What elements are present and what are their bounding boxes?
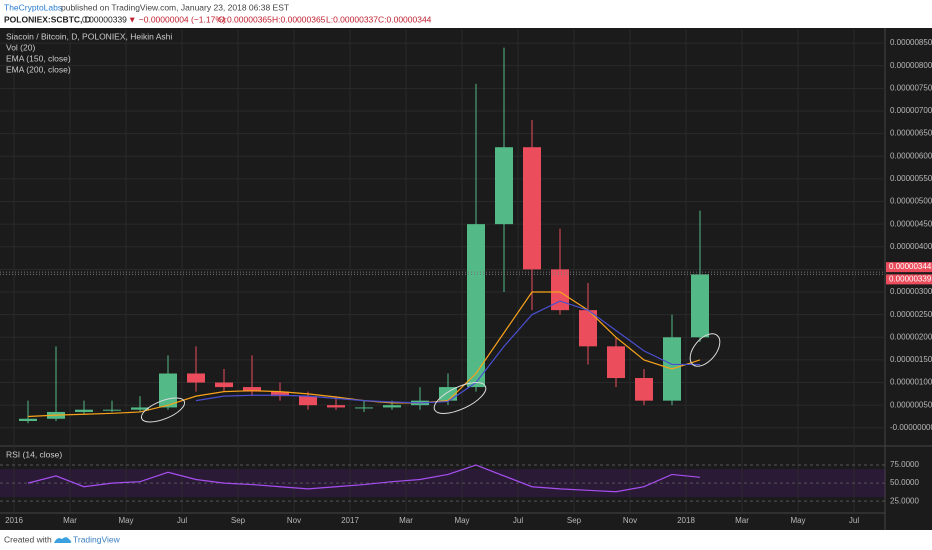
- y-tick-label: 0.00000750: [890, 83, 932, 92]
- ohlc-open: O:0.00000365: [218, 14, 272, 24]
- x-tick-label: Nov: [287, 516, 301, 525]
- x-tick-label: May: [454, 516, 469, 525]
- y-tick-label: 0.00000550: [890, 174, 932, 183]
- x-tick-label: Jul: [513, 516, 523, 525]
- x-tick-label: May: [118, 516, 133, 525]
- candle-body: [551, 269, 569, 311]
- x-tick-label: Sep: [567, 516, 582, 525]
- candle-body: [467, 224, 485, 388]
- x-tick-label: Jul: [849, 516, 859, 525]
- footer-bg: [0, 530, 932, 550]
- candle-body: [439, 387, 457, 401]
- legend-entry: EMA (200, close): [6, 64, 71, 74]
- author-link[interactable]: TheCryptoLabs: [4, 2, 62, 12]
- y-tick-label: 0.00000100: [890, 378, 932, 387]
- rsi-band: [0, 469, 885, 497]
- candle-body: [299, 396, 317, 406]
- y-tick-label: 0.00000500: [890, 197, 932, 206]
- ohlc-low: L:0.00000337: [326, 14, 378, 24]
- y-tick-label: 0.00000800: [890, 61, 932, 70]
- candle-body: [215, 382, 233, 388]
- footer-created: Created with: [4, 534, 52, 544]
- x-tick-label: Mar: [735, 516, 749, 525]
- y-tick-label: 0.00000850: [890, 38, 932, 47]
- x-tick-label: 2016: [5, 516, 23, 525]
- rsi-tick-label: 50.0000: [890, 478, 919, 487]
- rsi-tick-label: 75.0000: [890, 460, 919, 469]
- x-tick-label: Nov: [623, 516, 637, 525]
- rsi-line: [27, 464, 701, 493]
- x-tick-label: May: [790, 516, 805, 525]
- y-tick-label: 0.00000650: [890, 129, 932, 138]
- candle-body: [523, 147, 541, 270]
- x-tick-label: Mar: [399, 516, 413, 525]
- x-tick-label: Jul: [177, 516, 187, 525]
- candle-body: [579, 310, 597, 347]
- brand-logo: [54, 537, 72, 543]
- legend-entry: EMA (150, close): [6, 53, 71, 63]
- annotation-ellipse: [433, 382, 487, 414]
- symbol: POLONIEX:SCBTC, D: [4, 14, 91, 24]
- change: ▼ −0.00000004 (−1.17%): [128, 14, 226, 24]
- y-tick-label: 0.00000200: [890, 332, 932, 341]
- candle-body: [103, 409, 121, 411]
- y-tick-label: -0.00000000: [890, 423, 932, 432]
- ohlc-high: H:0.00000365: [272, 14, 326, 24]
- price-tag-bg: [886, 262, 932, 273]
- y-tick-label: 0.00000150: [890, 355, 932, 364]
- x-tick-label: 2018: [677, 516, 695, 525]
- candle-body: [691, 274, 709, 338]
- candle-body: [355, 407, 373, 409]
- candle-body: [75, 409, 93, 412]
- chart-bg: [0, 28, 932, 530]
- price-tag: 0.00000344: [889, 262, 932, 271]
- y-tick-label: 0.00000050: [890, 400, 932, 409]
- candle-body: [243, 387, 261, 392]
- price-tag-bg: [886, 274, 932, 285]
- y-tick-label: 0.00000450: [890, 219, 932, 228]
- x-tick-label: Sep: [231, 516, 246, 525]
- x-tick-label: 2017: [341, 516, 359, 525]
- y-tick-label: 0.00000250: [890, 310, 932, 319]
- plot: 0.00000850 0.00000800 0.00000750 0.00000700…: [0, 30, 932, 525]
- y-tick-label: 0.00000700: [890, 106, 932, 115]
- footer-brand[interactable]: TradingView: [73, 534, 121, 544]
- price: 0.00000339: [82, 14, 127, 24]
- candle-body: [635, 378, 653, 401]
- y-tick-label: 0.00000600: [890, 151, 932, 160]
- x-tick-label: Mar: [63, 516, 77, 525]
- chart-title: Siacoin / Bitcoin, D, POLONIEX, Heikin A…: [6, 31, 172, 41]
- y-tick-label: 0.00000400: [890, 242, 932, 251]
- volume-legend: Vol (20): [6, 42, 35, 52]
- candle-body: [495, 147, 513, 225]
- price-tag: 0.00000339: [889, 274, 932, 283]
- candle-body: [159, 373, 177, 408]
- annotation-ellipse: [140, 397, 186, 423]
- candle-body: [271, 391, 289, 397]
- candle-body: [607, 346, 625, 379]
- published-text: published on TradingView.com, January 23…: [61, 2, 289, 12]
- y-tick-label: 0.00000300: [890, 287, 932, 296]
- candle-body: [383, 405, 401, 408]
- annotation-ellipse: [689, 333, 721, 367]
- candle-body: [19, 418, 37, 422]
- ema-line: [195, 300, 700, 404]
- rsi-legend: RSI (14, close): [6, 449, 62, 459]
- candle-body: [327, 405, 345, 408]
- candle-body: [131, 407, 149, 410]
- rsi-tick-label: 25.0000: [890, 496, 919, 505]
- candle-body: [187, 373, 205, 383]
- ohlc-close: C:0.00000344: [378, 14, 432, 24]
